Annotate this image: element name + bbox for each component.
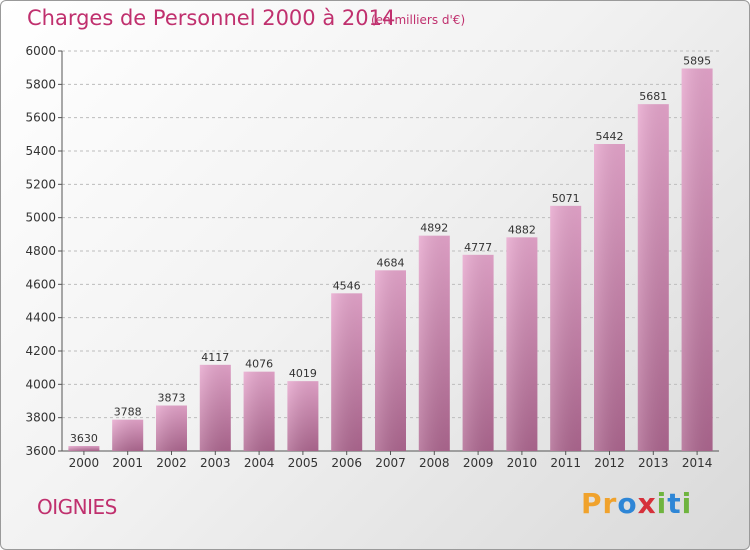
x-tick-label: 2002	[156, 456, 187, 470]
bar-value-label: 3873	[158, 392, 186, 405]
bar-value-label: 3630	[70, 432, 98, 445]
y-tick-label: 5400	[25, 144, 56, 158]
y-tick-label: 4000	[25, 377, 56, 391]
bar-highlight	[287, 381, 319, 451]
y-tick-label: 6000	[25, 44, 56, 58]
x-tick-label: 2012	[594, 456, 625, 470]
x-tick-label: 2004	[244, 456, 275, 470]
bar-value-label: 5442	[596, 130, 624, 143]
bar-highlight	[243, 371, 275, 451]
bar-value-label: 4777	[464, 241, 492, 254]
x-tick-label: 2010	[507, 456, 538, 470]
place-name: OIGNIES	[37, 495, 117, 519]
bar-value-label: 5071	[552, 192, 580, 205]
bar-value-label: 4684	[377, 256, 405, 269]
y-tick-label: 5000	[25, 211, 56, 225]
x-tick-label: 2014	[682, 456, 713, 470]
proxiti-logo: Proxiti	[581, 487, 693, 520]
x-tick-label: 2013	[638, 456, 669, 470]
x-tick-label: 2000	[69, 456, 100, 470]
y-tick-label: 4600	[25, 277, 56, 291]
x-tick-label: 2009	[463, 456, 494, 470]
bar-highlight	[418, 235, 450, 451]
chart-subtitle: (en milliers d'€)	[371, 13, 466, 27]
y-tick-label: 5600	[25, 111, 56, 125]
y-tick-label: 4400	[25, 311, 56, 325]
bar-highlight	[637, 104, 669, 452]
x-tick-label: 2008	[419, 456, 450, 470]
x-tick-label: 2011	[550, 456, 581, 470]
bar-highlight	[375, 270, 406, 451]
y-tick-label: 4800	[25, 244, 56, 258]
bar-value-label: 3788	[114, 406, 142, 419]
bar-highlight	[462, 254, 494, 451]
y-tick-label: 3800	[25, 411, 56, 425]
bar-value-label: 4076	[245, 358, 273, 371]
bar-highlight	[681, 68, 713, 451]
bar-highlight	[550, 205, 582, 451]
x-tick-label: 2005	[288, 456, 319, 470]
x-tick-label: 2007	[375, 456, 406, 470]
bar-highlight	[156, 405, 187, 451]
y-tick-label: 5800	[25, 77, 56, 91]
bar-highlight	[331, 293, 363, 451]
bar-value-label: 4892	[420, 222, 448, 235]
bar-value-label: 4117	[201, 351, 229, 364]
bar-highlight	[68, 446, 100, 451]
x-tick-label: 2006	[331, 456, 362, 470]
x-tick-label: 2001	[112, 456, 143, 470]
bar-highlight	[594, 144, 625, 451]
bar-value-label: 5681	[639, 90, 667, 103]
bar-value-label: 4019	[289, 367, 317, 380]
y-tick-label: 5200	[25, 177, 56, 191]
bar-value-label: 4882	[508, 223, 536, 236]
bar-highlight	[506, 237, 538, 451]
bar-highlight	[199, 364, 231, 451]
bar-value-label: 5895	[683, 55, 711, 68]
bar-value-label: 4546	[333, 279, 361, 292]
chart-title: Charges de Personnel 2000 à 2014	[27, 6, 396, 30]
y-tick-label: 4200	[25, 344, 56, 358]
y-tick-label: 3600	[25, 444, 56, 458]
x-tick-label: 2003	[200, 456, 231, 470]
bar-highlight	[112, 419, 144, 451]
